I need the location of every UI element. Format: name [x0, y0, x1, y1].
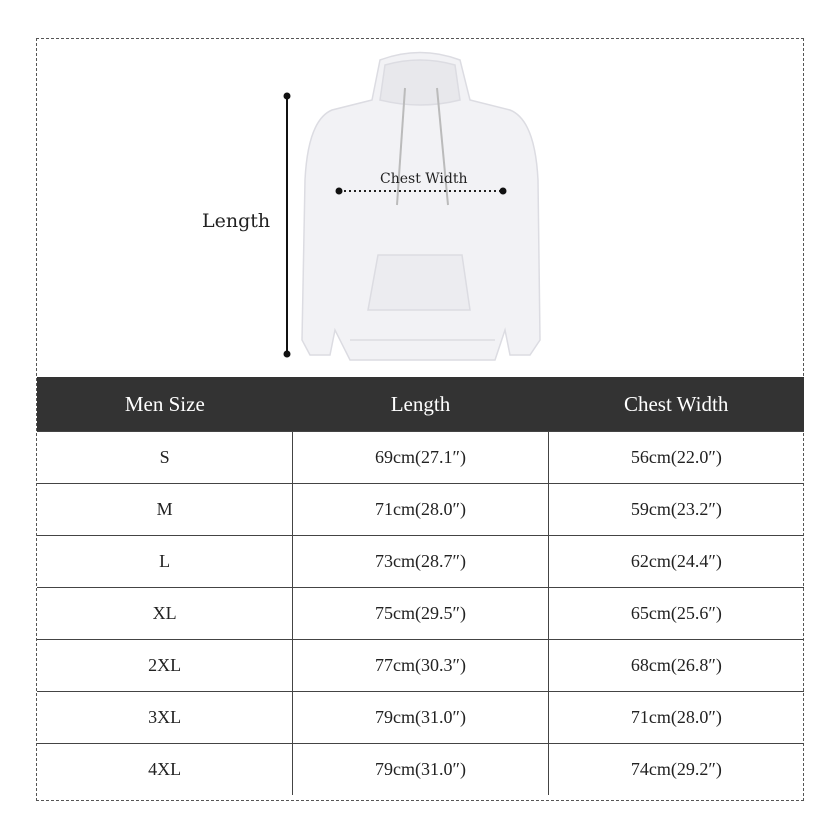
chest-measure-line	[335, 187, 507, 195]
length-cell: 77cm(30.3″)	[292, 639, 549, 692]
length-label: Length	[202, 210, 271, 232]
header-men-size: Men Size	[37, 377, 293, 432]
size-cell: L	[37, 535, 294, 588]
length-measure-line	[283, 92, 291, 358]
drawstrings	[396, 87, 449, 206]
size-cell: 3XL	[37, 691, 294, 744]
chest-width-cell: 68cm(26.8″)	[547, 639, 804, 692]
chest-width-cell: 65cm(25.6″)	[547, 587, 804, 640]
chest-width-cell: 59cm(23.2″)	[547, 483, 804, 536]
size-table: Men Size Length Chest Width S 69cm(27.1″)…	[37, 377, 804, 795]
table-row: M 71cm(28.0″) 59cm(23.2″)	[37, 483, 804, 536]
length-cell: 73cm(28.7″)	[292, 535, 549, 588]
size-cell: 2XL	[37, 639, 294, 692]
chest-width-label: Chest Width	[380, 171, 468, 187]
size-cell: XL	[37, 587, 294, 640]
chest-width-cell: 71cm(28.0″)	[547, 691, 804, 744]
header-chest-width: Chest Width	[548, 377, 804, 432]
chest-width-cell: 56cm(22.0″)	[547, 431, 804, 484]
table-row: S 69cm(27.1″) 56cm(22.0″)	[37, 431, 804, 484]
chest-width-cell: 62cm(24.4″)	[547, 535, 804, 588]
size-cell: S	[37, 431, 294, 484]
table-row: 3XL 79cm(31.0″) 71cm(28.0″)	[37, 691, 804, 744]
hoodie-image	[301, 51, 541, 361]
length-cell: 69cm(27.1″)	[292, 431, 549, 484]
size-cell: 4XL	[37, 743, 294, 795]
table-row: XL 75cm(29.5″) 65cm(25.6″)	[37, 587, 804, 640]
table-row: 4XL 79cm(31.0″) 74cm(29.2″)	[37, 743, 804, 795]
length-cell: 79cm(31.0″)	[292, 743, 549, 795]
chest-width-cell: 74cm(29.2″)	[547, 743, 804, 795]
table-row: 2XL 77cm(30.3″) 68cm(26.8″)	[37, 639, 804, 692]
length-cell: 79cm(31.0″)	[292, 691, 549, 744]
length-cell: 75cm(29.5″)	[292, 587, 549, 640]
table-row: L 73cm(28.7″) 62cm(24.4″)	[37, 535, 804, 588]
size-cell: M	[37, 483, 294, 536]
hoodie-illustration	[283, 51, 541, 361]
header-length: Length	[292, 377, 549, 432]
table-header-row: Men Size Length Chest Width	[37, 377, 804, 432]
length-cell: 71cm(28.0″)	[292, 483, 549, 536]
